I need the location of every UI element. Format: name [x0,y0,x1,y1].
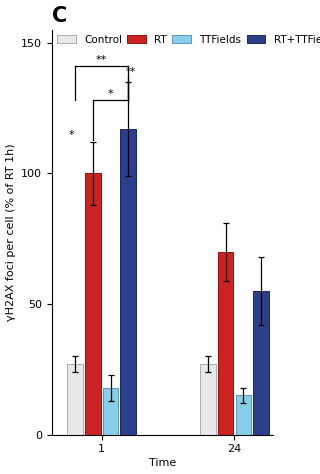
Bar [218,252,233,435]
Text: C: C [52,6,67,26]
Legend: Control, RT, TTFields, RT+TTFields: Control, RT, TTFields, RT+TTFields [53,31,320,49]
Bar [85,173,100,435]
Text: *: * [108,89,113,99]
Bar [253,291,269,435]
Y-axis label: γH2AX foci per cell (% of RT 1h): γH2AX foci per cell (% of RT 1h) [5,144,16,321]
Text: **: ** [96,55,107,65]
Bar [67,364,83,435]
Bar [236,395,251,435]
X-axis label: Time: Time [149,458,176,468]
Text: **: ** [125,67,136,77]
Text: *: * [69,129,75,139]
Bar [103,388,118,435]
Bar [200,364,216,435]
Bar [120,129,136,435]
